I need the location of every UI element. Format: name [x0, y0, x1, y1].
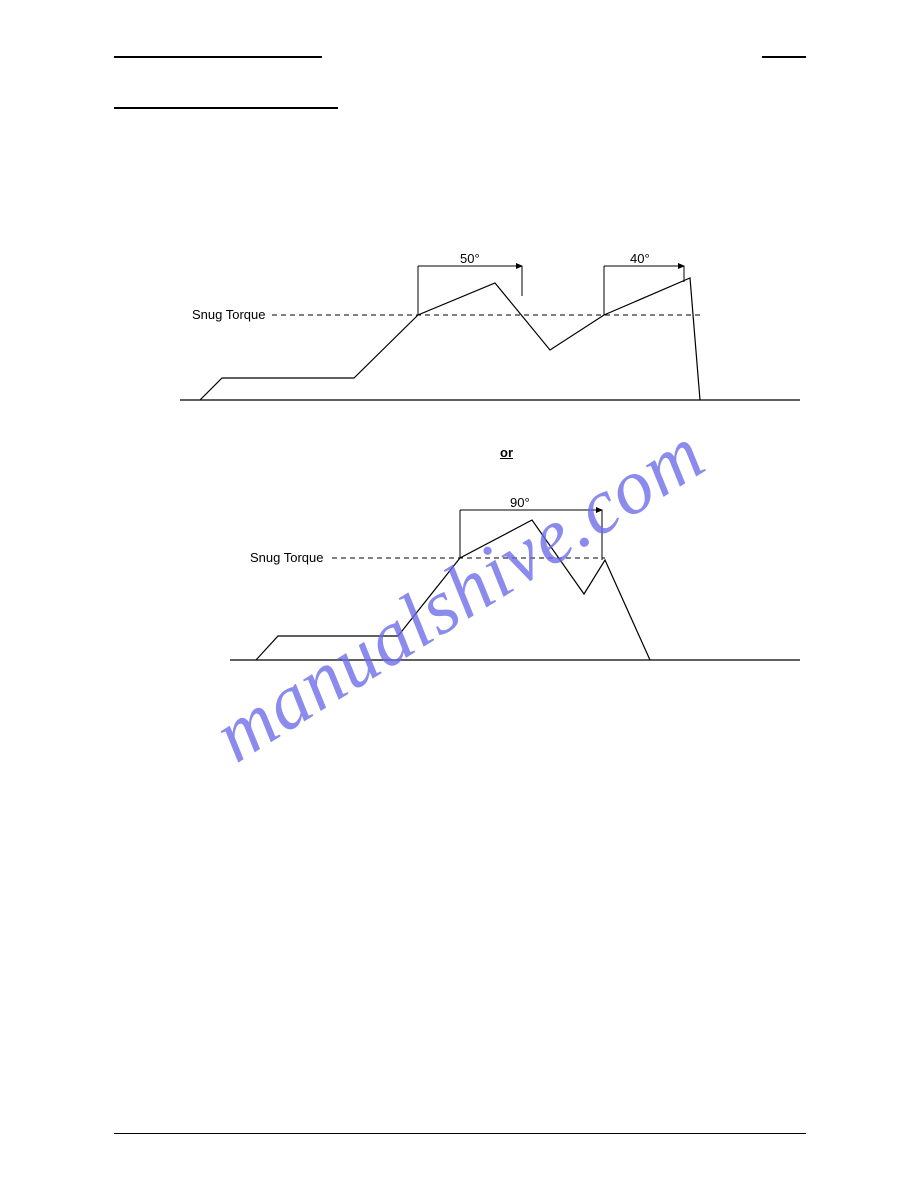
torque-diagram-2 [0, 0, 918, 700]
page: Snug Torque 50° 40° or Snug Torque 90° [0, 0, 918, 1188]
footer-rule [114, 1133, 806, 1134]
